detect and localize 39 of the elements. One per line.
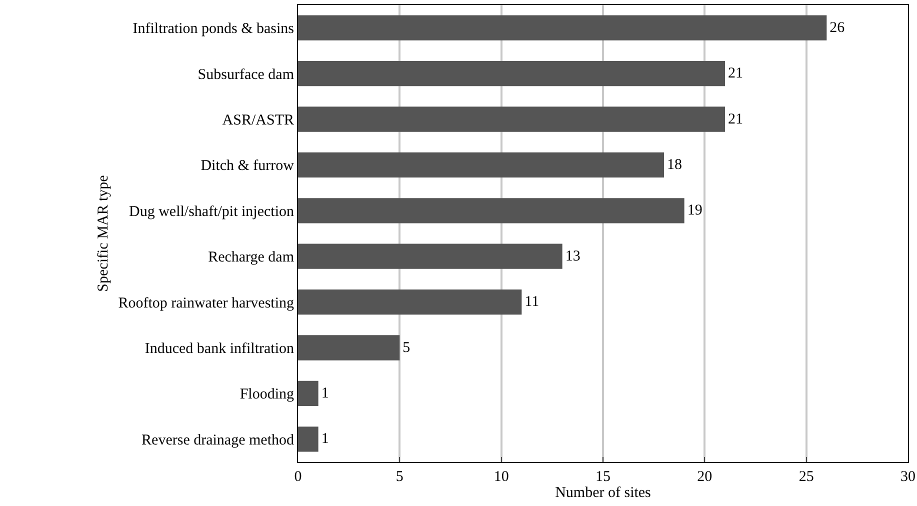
y-tick-label: Induced bank infiltration xyxy=(144,341,294,357)
y-tick-label: Reverse drainage method xyxy=(142,432,294,448)
data-label: 5 xyxy=(402,340,410,356)
bar xyxy=(298,380,318,406)
x-tick-label: 25 xyxy=(798,469,814,485)
bar xyxy=(298,60,725,86)
y-tick-label: Subsurface dam xyxy=(198,66,294,83)
y-tick-label: Rooftop rainwater harvesting xyxy=(118,295,294,312)
data-label: 13 xyxy=(565,248,580,264)
x-axis-title: Number of sites xyxy=(555,485,652,501)
data-label: 21 xyxy=(728,66,743,82)
y-tick-label: Flooding xyxy=(240,386,294,403)
bar xyxy=(298,152,664,178)
data-label: 26 xyxy=(830,20,846,36)
bar xyxy=(298,426,318,452)
bar xyxy=(298,289,522,315)
y-tick-label: Dug well/shaft/pit injection xyxy=(129,204,294,220)
data-label: 21 xyxy=(728,111,743,128)
data-label: 1 xyxy=(321,385,329,402)
x-tick-label: 5 xyxy=(396,469,404,485)
x-tick-label: 20 xyxy=(697,469,712,485)
bar xyxy=(298,106,725,132)
y-axis-title: Specific MAR type xyxy=(95,174,112,292)
x-tick-label: 30 xyxy=(900,469,916,485)
bar xyxy=(298,15,827,40)
bar xyxy=(298,244,562,269)
data-label: 1 xyxy=(321,431,329,448)
y-tick-label: Recharge dam xyxy=(208,250,294,266)
x-tick-label: 10 xyxy=(494,469,509,485)
data-label: 18 xyxy=(667,156,682,173)
bar xyxy=(298,198,684,224)
data-label: 19 xyxy=(687,202,702,219)
x-tick-label: 15 xyxy=(596,469,610,485)
bar xyxy=(298,335,400,360)
y-tick-label: ASR/ASTR xyxy=(222,112,294,128)
y-tick-label: Infiltration ponds & basins xyxy=(132,21,294,38)
y-tick-label: Ditch & furrow xyxy=(200,158,294,174)
data-label: 11 xyxy=(524,294,540,310)
x-tick-label: 0 xyxy=(294,469,302,485)
